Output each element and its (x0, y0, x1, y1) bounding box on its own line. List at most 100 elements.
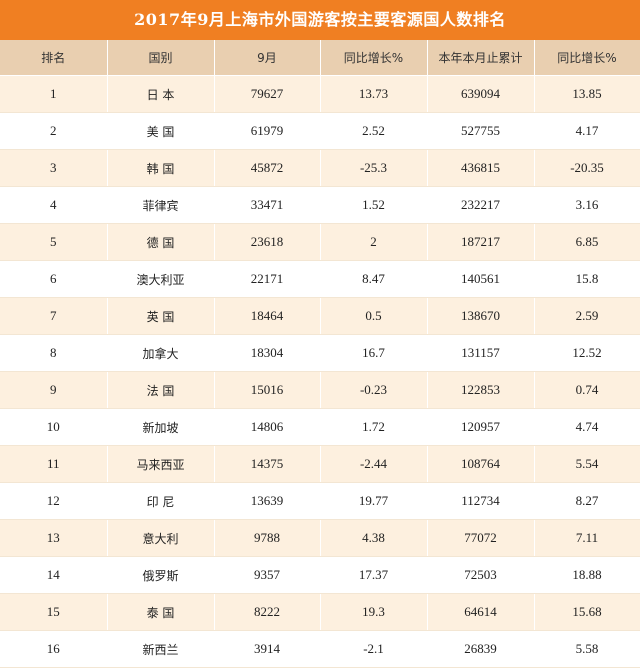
cell-ytd-yoy: 4.17 (534, 112, 640, 150)
cell-rank: 4 (0, 186, 108, 224)
cell-country: 韩 国 (107, 149, 215, 187)
cell-ytd-yoy: 15.68 (534, 593, 640, 631)
cell-september: 13639 (214, 482, 321, 520)
cell-rank: 1 (0, 75, 108, 113)
table-row: 8 加拿大 18304 16.7 131157 12.52 (0, 334, 640, 372)
cell-ytd-yoy: 13.85 (534, 75, 640, 113)
table-row: 6 澳大利亚 22171 8.47 140561 15.8 (0, 260, 640, 298)
cell-ytd-yoy: 2.59 (534, 297, 640, 335)
column-header-rank: 排名 (0, 40, 108, 76)
cell-september-yoy: 1.52 (320, 186, 428, 224)
cell-ytd-yoy: 5.54 (534, 445, 640, 483)
table-row: 10 新加坡 14806 1.72 120957 4.74 (0, 408, 640, 446)
cell-ytd-yoy: 18.88 (534, 556, 640, 594)
cell-september: 33471 (214, 186, 321, 224)
cell-september: 15016 (214, 371, 321, 409)
cell-ytd: 140561 (427, 260, 535, 298)
column-header-september-yoy: 同比增长% (320, 40, 428, 76)
cell-country: 法 国 (107, 371, 215, 409)
cell-ytd-yoy: 12.52 (534, 334, 640, 372)
cell-rank: 5 (0, 223, 108, 261)
cell-country: 俄罗斯 (107, 556, 215, 594)
cell-september: 9357 (214, 556, 321, 594)
cell-september: 18304 (214, 334, 321, 372)
column-header-country: 国别 (107, 40, 215, 76)
cell-september-yoy: -0.23 (320, 371, 428, 409)
cell-ytd-yoy: 15.8 (534, 260, 640, 298)
cell-september-yoy: -2.44 (320, 445, 428, 483)
table-row: 14 俄罗斯 9357 17.37 72503 18.88 (0, 556, 640, 594)
cell-september-yoy: 13.73 (320, 75, 428, 113)
table-row: 13 意大利 9788 4.38 77072 7.11 (0, 519, 640, 557)
cell-ytd: 187217 (427, 223, 535, 261)
table-row: 4 菲律宾 33471 1.52 232217 3.16 (0, 186, 640, 224)
table-row: 12 印 尼 13639 19.77 112734 8.27 (0, 482, 640, 520)
cell-ytd: 122853 (427, 371, 535, 409)
cell-ytd-yoy: -20.35 (534, 149, 640, 187)
cell-september-yoy: 8.47 (320, 260, 428, 298)
cell-september-yoy: 17.37 (320, 556, 428, 594)
table-row: 16 新西兰 3914 -2.1 26839 5.58 (0, 630, 640, 668)
cell-september-yoy: -25.3 (320, 149, 428, 187)
cell-september: 23618 (214, 223, 321, 261)
table-title: 2017年9月上海市外国游客按主要客源国人数排名 (0, 0, 640, 40)
cell-september: 18464 (214, 297, 321, 335)
cell-country: 菲律宾 (107, 186, 215, 224)
cell-september-yoy: -2.1 (320, 630, 428, 668)
cell-rank: 14 (0, 556, 108, 594)
cell-ytd: 436815 (427, 149, 535, 187)
cell-september: 45872 (214, 149, 321, 187)
cell-ytd: 108764 (427, 445, 535, 483)
cell-september: 8222 (214, 593, 321, 631)
cell-september-yoy: 1.72 (320, 408, 428, 446)
cell-ytd: 26839 (427, 630, 535, 668)
table-row: 15 泰 国 8222 19.3 64614 15.68 (0, 593, 640, 631)
cell-country: 日 本 (107, 75, 215, 113)
cell-september-yoy: 2 (320, 223, 428, 261)
cell-ytd-yoy: 5.58 (534, 630, 640, 668)
cell-rank: 13 (0, 519, 108, 557)
cell-ytd: 112734 (427, 482, 535, 520)
cell-september-yoy: 2.52 (320, 112, 428, 150)
cell-rank: 12 (0, 482, 108, 520)
cell-ytd: 64614 (427, 593, 535, 631)
cell-country: 美 国 (107, 112, 215, 150)
cell-country: 马来西亚 (107, 445, 215, 483)
cell-september: 14806 (214, 408, 321, 446)
cell-ytd: 232217 (427, 186, 535, 224)
cell-country: 印 尼 (107, 482, 215, 520)
cell-rank: 2 (0, 112, 108, 150)
cell-rank: 16 (0, 630, 108, 668)
cell-rank: 10 (0, 408, 108, 446)
cell-september: 3914 (214, 630, 321, 668)
table-row: 11 马来西亚 14375 -2.44 108764 5.54 (0, 445, 640, 483)
cell-ytd-yoy: 4.74 (534, 408, 640, 446)
cell-rank: 8 (0, 334, 108, 372)
cell-rank: 7 (0, 297, 108, 335)
header-row: 排名 国别 9月 同比增长% 本年本月止累计 同比增长% (0, 40, 640, 76)
cell-september: 14375 (214, 445, 321, 483)
cell-september-yoy: 4.38 (320, 519, 428, 557)
cell-ytd-yoy: 3.16 (534, 186, 640, 224)
cell-ytd: 527755 (427, 112, 535, 150)
cell-country: 德 国 (107, 223, 215, 261)
cell-country: 英 国 (107, 297, 215, 335)
cell-ytd: 138670 (427, 297, 535, 335)
cell-ytd: 131157 (427, 334, 535, 372)
cell-country: 意大利 (107, 519, 215, 557)
cell-country: 澳大利亚 (107, 260, 215, 298)
cell-september-yoy: 19.3 (320, 593, 428, 631)
cell-ytd: 120957 (427, 408, 535, 446)
column-header-september: 9月 (214, 40, 321, 76)
cell-country: 加拿大 (107, 334, 215, 372)
cell-rank: 6 (0, 260, 108, 298)
cell-ytd-yoy: 0.74 (534, 371, 640, 409)
cell-ytd: 639094 (427, 75, 535, 113)
